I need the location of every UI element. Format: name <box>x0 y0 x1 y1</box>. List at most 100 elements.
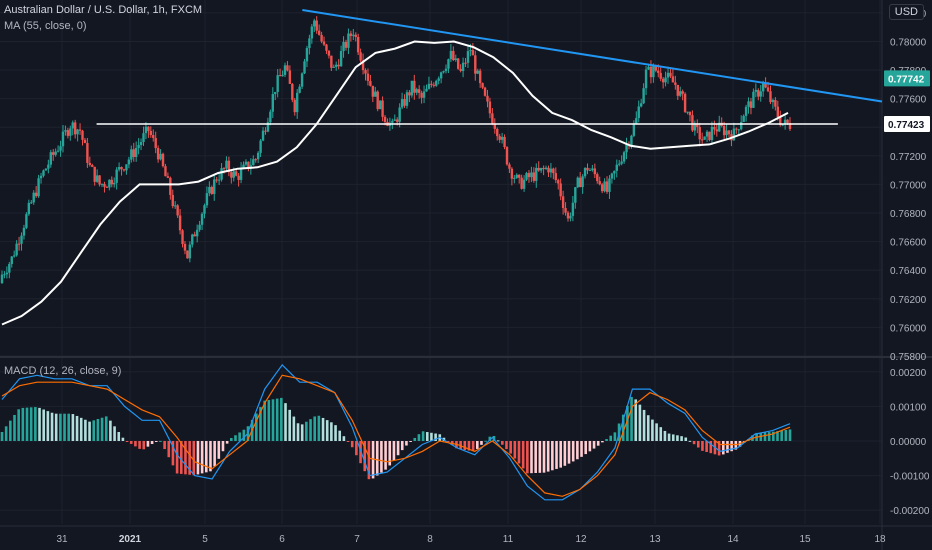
candle-body <box>183 243 187 251</box>
candle-body <box>754 90 758 92</box>
candle-body <box>522 179 526 189</box>
macd-histogram-bar <box>526 441 529 474</box>
candle-body <box>322 41 326 45</box>
macd-histogram-bar <box>450 441 454 445</box>
candle-body <box>54 151 57 155</box>
macd-histogram-bar <box>255 413 258 441</box>
macd-histogram-bar <box>63 413 66 441</box>
candle-body <box>110 179 113 185</box>
macd-histogram-bar <box>505 441 508 450</box>
macd-histogram-bar <box>588 441 592 452</box>
macd-histogram-bar <box>413 437 417 441</box>
candle-body <box>457 58 460 69</box>
candle-body <box>81 130 84 140</box>
candle-body <box>474 55 477 74</box>
macd-histogram-bar <box>50 412 54 441</box>
candle-body <box>391 120 394 123</box>
macd-histogram-bar <box>696 441 700 448</box>
macd-histogram-bar <box>125 441 129 442</box>
macd-histogram-bar <box>634 399 638 441</box>
candle-body <box>688 111 692 116</box>
candle-body <box>352 34 355 36</box>
macd-histogram-bar <box>388 441 392 466</box>
candle-body <box>666 72 670 78</box>
macd-histogram-bar <box>405 441 408 446</box>
macd-histogram-bar <box>121 437 125 441</box>
candle-body <box>383 116 387 122</box>
candle-body <box>276 75 279 92</box>
macd-legend: MACD (12, 26, close, 9) <box>4 365 122 377</box>
candle-body <box>415 89 418 93</box>
candle-body <box>679 91 682 96</box>
macd-histogram-bar <box>538 441 542 473</box>
candle-body <box>542 167 545 169</box>
candle-body <box>427 83 431 89</box>
candle-body <box>198 224 201 230</box>
macd-histogram-bar <box>488 436 492 441</box>
candle-body <box>496 128 499 137</box>
candle-body <box>22 227 26 236</box>
candle-body <box>620 161 623 164</box>
candle-body <box>722 125 726 136</box>
candle-body <box>376 91 379 110</box>
candle-body <box>452 50 455 61</box>
candle-body <box>569 215 572 219</box>
candle-body <box>335 64 338 67</box>
candle-body <box>44 168 48 171</box>
macd-histogram-bar <box>96 418 100 441</box>
candle-body <box>574 187 577 203</box>
candle-body <box>78 129 82 131</box>
candle-body <box>630 135 633 146</box>
candle-body <box>766 87 770 92</box>
signal-line <box>1 374 791 497</box>
macd-histogram-bar <box>513 441 517 459</box>
macd-histogram-bar <box>142 441 146 450</box>
candle-body <box>500 136 504 140</box>
candle-body <box>366 73 370 81</box>
macd-histogram-bar <box>692 441 696 445</box>
time-tick-label: 31 <box>56 534 68 545</box>
macd-histogram-bar <box>659 427 663 441</box>
candle-body <box>339 51 343 67</box>
macd-histogram-bar <box>392 441 396 461</box>
candle-body <box>732 128 736 141</box>
macd-histogram-bar <box>213 441 216 467</box>
macd-histogram-bar <box>263 400 266 441</box>
candle-body <box>47 164 50 169</box>
candle-body <box>425 88 428 92</box>
ma-line <box>1 40 789 326</box>
candle-body <box>561 196 565 209</box>
candle-body <box>305 48 309 62</box>
macd-histogram-bar <box>396 441 400 456</box>
candle-body <box>237 175 240 180</box>
candle-body <box>281 74 284 77</box>
candle-body <box>488 101 492 114</box>
macd-histogram-bar <box>184 441 187 475</box>
candle-body <box>278 75 282 77</box>
price-tag-label: 0.77742 <box>888 74 925 85</box>
candle-body <box>725 130 728 136</box>
candle-body <box>632 123 636 136</box>
candle-body <box>520 177 523 189</box>
macd-line <box>1 363 791 501</box>
macd-histogram-bar <box>42 409 45 441</box>
macd-histogram-bar <box>421 431 425 441</box>
macd-histogram-bar <box>638 404 642 441</box>
candle-body <box>247 161 250 169</box>
level-tag-label: 0.77423 <box>888 120 925 131</box>
macd-histogram-bar <box>592 441 596 449</box>
macd-histogram-bar <box>434 433 437 441</box>
macd-histogram-bar <box>292 416 296 441</box>
price-tick-label: 0.76800 <box>890 209 927 220</box>
currency-button[interactable]: USD <box>888 4 924 20</box>
time-tick-label: 7 <box>354 534 360 545</box>
candle-body <box>510 168 514 179</box>
macd-histogram-bar <box>305 421 308 441</box>
macd-histogram-bar <box>230 437 233 441</box>
candle-body <box>98 175 101 185</box>
candle-body <box>317 30 321 35</box>
macd-histogram-bar <box>613 432 617 441</box>
time-tick-label: 2021 <box>119 534 142 545</box>
candle-body <box>703 136 706 140</box>
